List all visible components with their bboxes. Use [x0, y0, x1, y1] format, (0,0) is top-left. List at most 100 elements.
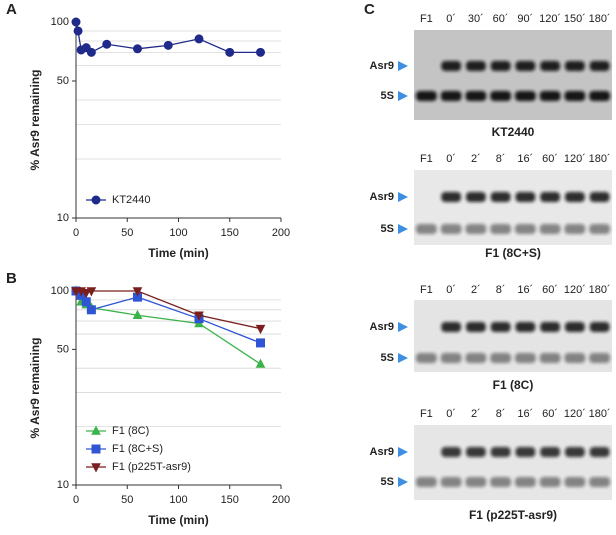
legend-marker — [91, 463, 101, 473]
band — [441, 447, 462, 457]
y-tick-label: 100 — [51, 285, 69, 297]
band — [515, 322, 536, 332]
lane-label: 60´ — [542, 408, 558, 420]
marker — [194, 311, 204, 321]
lane-label: F1 — [420, 13, 433, 25]
x-tick-label: 150 — [221, 227, 239, 239]
x-tick-label: 100 — [169, 494, 187, 506]
band — [440, 224, 462, 234]
band — [564, 447, 585, 457]
band — [589, 91, 611, 101]
gel-caption: F1 (8C+S) — [485, 246, 541, 260]
lane-label: 90´ — [517, 13, 533, 25]
y-tick-label: 100 — [51, 16, 69, 28]
band-label: Asr9 — [370, 446, 394, 458]
marker — [86, 305, 96, 315]
lane-label: 120´ — [564, 153, 586, 165]
lane-label: 60´ — [542, 284, 558, 296]
lane-label: 180´ — [589, 408, 611, 420]
band — [415, 224, 437, 234]
band-label: Asr9 — [370, 321, 394, 333]
marker — [163, 40, 173, 50]
lane-label: 0´ — [446, 153, 456, 165]
lane-label: 120´ — [539, 13, 561, 25]
marker — [81, 289, 92, 299]
band — [515, 61, 536, 71]
band — [589, 224, 611, 234]
lane-label: 2´ — [471, 284, 481, 296]
gel — [414, 425, 612, 500]
legend-label: F1 (8C) — [112, 425, 149, 437]
band — [440, 353, 462, 363]
band — [564, 224, 586, 234]
x-tick-label: 150 — [221, 494, 239, 506]
lane-label: 60´ — [542, 153, 558, 165]
band — [589, 322, 610, 332]
marker — [256, 338, 265, 348]
lane-label: F1 — [420, 284, 433, 296]
lane-label: 180´ — [589, 13, 611, 25]
band — [564, 192, 585, 202]
band-arrow — [398, 322, 408, 332]
band-label: 5S — [381, 223, 394, 235]
band — [490, 353, 512, 363]
band — [490, 61, 511, 71]
legend-marker — [91, 444, 101, 454]
band — [589, 192, 610, 202]
x-tick-label: 200 — [272, 227, 290, 239]
band — [490, 477, 512, 487]
lane-label: F1 — [420, 408, 433, 420]
lane-label: 2´ — [471, 153, 481, 165]
band — [540, 447, 561, 457]
marker — [132, 309, 143, 319]
x-tick-label: 50 — [121, 494, 133, 506]
band — [441, 192, 462, 202]
lane-label: 180´ — [589, 153, 611, 165]
band — [465, 61, 486, 71]
band — [441, 61, 462, 71]
band — [564, 91, 586, 101]
panel-letter: A — [6, 1, 17, 18]
band — [514, 353, 536, 363]
band — [515, 192, 536, 202]
x-tick-label: 0 — [73, 227, 79, 239]
marker — [132, 287, 143, 297]
band-label: Asr9 — [370, 60, 394, 72]
band — [539, 91, 561, 101]
x-tick-label: 50 — [121, 227, 133, 239]
y-tick-label: 50 — [57, 75, 69, 87]
band — [490, 224, 512, 234]
band — [564, 61, 585, 71]
x-axis-title: Time (min) — [148, 513, 208, 527]
lane-label: 0´ — [446, 13, 456, 25]
y-axis-title: % Asr9 remaining — [28, 70, 42, 171]
legend-marker — [91, 425, 101, 435]
band-arrow — [398, 192, 408, 202]
lane-label: F1 — [420, 153, 433, 165]
band — [415, 91, 437, 101]
panel-letter: C — [364, 1, 375, 18]
gel-caption: F1 (8C) — [493, 378, 534, 392]
marker — [256, 47, 265, 57]
lane-label: 16´ — [517, 408, 533, 420]
band — [465, 322, 486, 332]
marker — [86, 287, 97, 297]
band — [465, 192, 486, 202]
legend-label: F1 (8C+S) — [112, 443, 163, 455]
band-arrow — [398, 477, 408, 487]
marker — [73, 26, 83, 36]
band — [465, 224, 487, 234]
band — [441, 322, 462, 332]
band — [415, 353, 437, 363]
y-tick-label: 10 — [57, 212, 69, 224]
band — [465, 447, 486, 457]
marker — [225, 47, 235, 57]
x-tick-label: 0 — [73, 494, 79, 506]
band-arrow — [398, 91, 408, 101]
marker — [86, 47, 96, 57]
lane-label: 0´ — [446, 284, 456, 296]
band — [465, 353, 487, 363]
band-arrow — [398, 61, 408, 71]
band — [564, 353, 586, 363]
